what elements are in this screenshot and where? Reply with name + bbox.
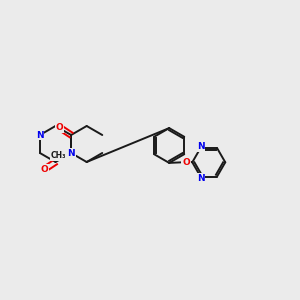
Text: CH₃: CH₃ <box>50 151 66 160</box>
Text: O: O <box>40 165 48 174</box>
Text: N: N <box>36 130 44 140</box>
Text: O: O <box>56 123 64 132</box>
Text: N: N <box>197 174 204 183</box>
Text: N: N <box>67 148 75 158</box>
Text: O: O <box>182 158 190 167</box>
Text: N: N <box>197 142 204 151</box>
Text: N: N <box>67 148 75 158</box>
